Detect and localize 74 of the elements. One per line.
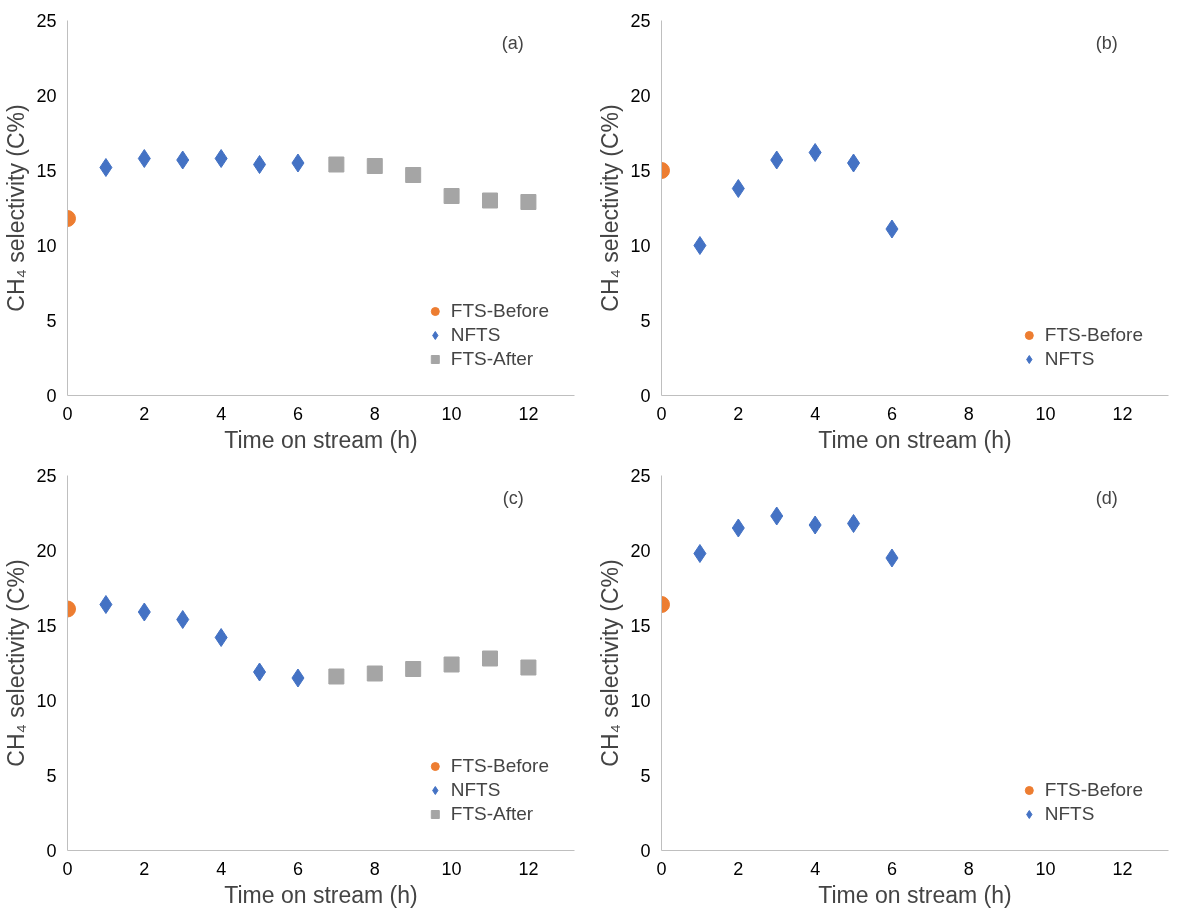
x-tick-label: 8 xyxy=(963,858,974,879)
x-tick-label: 6 xyxy=(886,858,897,879)
y-tick-label: 5 xyxy=(640,311,651,331)
x-axis-title: Time on stream (h) xyxy=(224,426,418,453)
x-tick-label: 4 xyxy=(810,858,821,879)
y-tick-label: 10 xyxy=(36,691,57,711)
x-axis-title: Time on stream (h) xyxy=(818,426,1012,453)
legend-label: NFTS xyxy=(450,779,501,801)
x-tick-label: 6 xyxy=(292,403,303,424)
x-tick-label: 0 xyxy=(62,858,73,879)
y-tick-label: 15 xyxy=(36,161,57,181)
x-tick-label: 10 xyxy=(441,858,462,879)
y-axis-title: CH₄ selectivity (C%) xyxy=(3,104,30,312)
y-tick-label: 20 xyxy=(36,541,57,561)
legend-label: NFTS xyxy=(1044,803,1095,825)
y-tick-label: 25 xyxy=(36,466,57,486)
annotation: (b) xyxy=(1095,33,1118,53)
x-tick-label: 12 xyxy=(518,858,539,879)
x-tick-label: 6 xyxy=(292,858,303,879)
y-tick-label: 5 xyxy=(46,311,57,331)
annotation: (d) xyxy=(1095,488,1118,508)
y-axis-title: CH₄ selectivity (C%) xyxy=(597,559,624,767)
y-tick-label: 25 xyxy=(630,466,651,486)
x-tick-label: 2 xyxy=(139,858,150,879)
y-tick-label: 20 xyxy=(36,86,57,106)
x-tick-label: 12 xyxy=(1112,403,1133,424)
y-tick-label: 5 xyxy=(46,766,57,786)
x-tick-label: 2 xyxy=(733,858,744,879)
legend-label: FTS-Before xyxy=(1044,779,1143,801)
x-tick-label: 8 xyxy=(963,403,974,424)
legend-label: FTS-After xyxy=(450,348,534,370)
annotation: (a) xyxy=(501,33,524,53)
x-tick-label: 0 xyxy=(62,403,73,424)
x-tick-label: 8 xyxy=(369,858,380,879)
x-axis-title: Time on stream (h) xyxy=(818,881,1012,908)
y-axis-title: CH₄ selectivity (C%) xyxy=(3,559,30,767)
y-tick-label: 0 xyxy=(46,386,57,406)
y-tick-label: 0 xyxy=(640,841,651,861)
y-axis-title: CH₄ selectivity (C%) xyxy=(597,104,624,312)
y-tick-label: 25 xyxy=(630,11,651,31)
x-tick-label: 8 xyxy=(369,403,380,424)
x-tick-label: 0 xyxy=(656,858,667,879)
x-tick-label: 4 xyxy=(216,858,227,879)
y-tick-label: 20 xyxy=(630,86,651,106)
annotation: (c) xyxy=(502,488,524,508)
y-tick-label: 5 xyxy=(640,766,651,786)
y-tick-label: 0 xyxy=(640,386,651,406)
y-tick-label: 25 xyxy=(36,11,57,31)
y-tick-label: 10 xyxy=(630,691,651,711)
legend-label: FTS-Before xyxy=(1044,324,1143,346)
x-tick-label: 10 xyxy=(1035,858,1056,879)
legend-label: NFTS xyxy=(450,324,501,346)
x-tick-label: 2 xyxy=(733,403,744,424)
legend-label: NFTS xyxy=(1044,348,1095,370)
x-tick-label: 2 xyxy=(139,403,150,424)
legend-label: FTS-After xyxy=(450,803,534,825)
y-tick-label: 15 xyxy=(630,616,651,636)
x-tick-label: 4 xyxy=(810,403,821,424)
legend-label: FTS-Before xyxy=(450,300,549,322)
y-tick-label: 0 xyxy=(46,841,57,861)
x-tick-label: 10 xyxy=(1035,403,1056,424)
y-tick-label: 10 xyxy=(630,236,651,256)
y-tick-label: 15 xyxy=(630,161,651,181)
x-tick-label: 10 xyxy=(441,403,462,424)
x-axis-title: Time on stream (h) xyxy=(224,881,418,908)
x-tick-label: 4 xyxy=(216,403,227,424)
x-tick-label: 12 xyxy=(1112,858,1133,879)
y-tick-label: 15 xyxy=(36,616,57,636)
y-tick-label: 20 xyxy=(630,541,651,561)
x-tick-label: 0 xyxy=(656,403,667,424)
x-tick-label: 12 xyxy=(518,403,539,424)
legend-label: FTS-Before xyxy=(450,755,549,777)
x-tick-label: 6 xyxy=(886,403,897,424)
y-tick-label: 10 xyxy=(36,236,57,256)
